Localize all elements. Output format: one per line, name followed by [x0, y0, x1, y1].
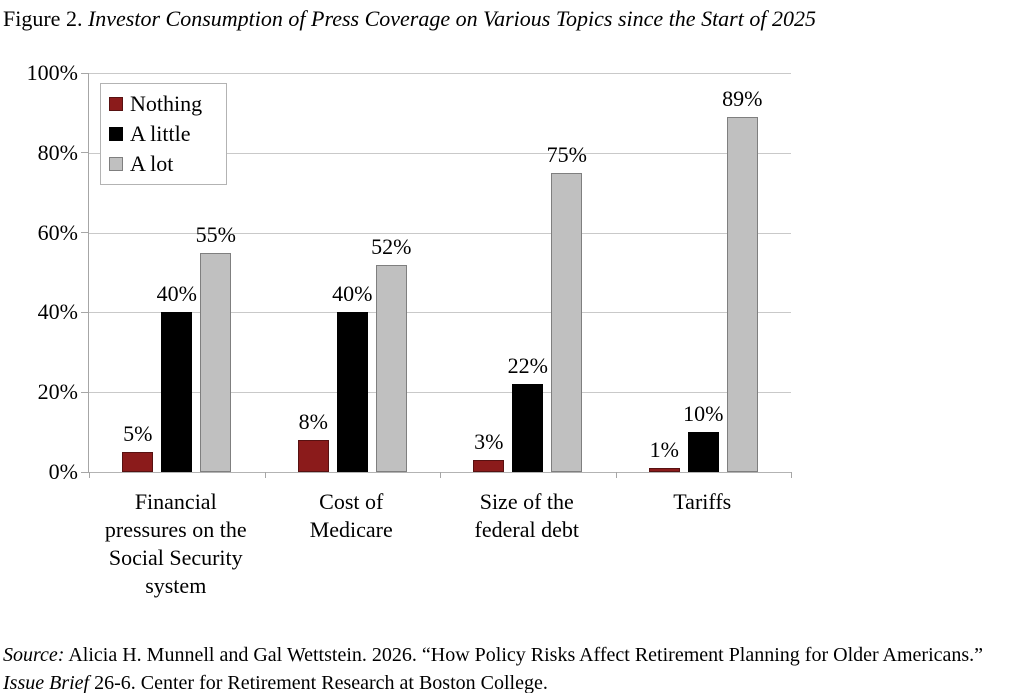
x-axis-tick	[265, 472, 266, 478]
bar-value-label: 89%	[722, 85, 763, 111]
y-axis-label: 80%	[37, 139, 78, 165]
bar-a-lot	[375, 264, 407, 472]
y-axis-tick	[81, 471, 89, 473]
category-label: Cost of Medicare	[309, 489, 393, 542]
bar-a-little	[687, 432, 719, 472]
y-axis-label: 60%	[37, 219, 78, 245]
source-text-2: 26-6. Center for Retirement Research at …	[89, 672, 548, 693]
legend-item-nothing: Nothing	[109, 89, 222, 119]
x-axis-tick	[440, 472, 441, 478]
x-axis-tick	[89, 472, 90, 478]
bar-nothing	[648, 468, 680, 472]
legend-item-a-lot: A lot	[109, 149, 222, 179]
figure-title-italic: Investor Consumption of Press Coverage o…	[87, 6, 816, 31]
bar-nothing	[297, 440, 329, 472]
bar-value-label: 3%	[474, 429, 504, 455]
y-axis-label: 40%	[37, 299, 78, 325]
category-label: Size of the federal debt	[474, 489, 579, 542]
gridline	[89, 312, 791, 314]
bar-value-label: 75%	[546, 141, 587, 167]
gridline	[89, 73, 791, 74]
gridline	[89, 392, 791, 394]
legend-item-a-little: A little	[109, 119, 222, 149]
x-axis-labels: Financial pressures on the Social Securi…	[88, 488, 790, 618]
source-text-1: Alicia H. Munnell and Gal Wettstein. 202…	[64, 644, 984, 666]
y-axis-label: 100%	[26, 60, 78, 85]
source-note: Source: Alicia H. Munnell and Gal Wettst…	[3, 641, 1009, 693]
bar-a-lot	[200, 252, 232, 472]
legend-swatch-nothing	[109, 97, 123, 111]
x-axis-tick	[616, 472, 617, 478]
bar-a-lot	[551, 172, 583, 472]
y-axis-label: 20%	[37, 379, 78, 405]
figure-title-prefix: Figure 2.	[3, 6, 88, 31]
bar-nothing	[473, 460, 505, 472]
bar-a-little	[161, 312, 193, 472]
bar-a-little	[336, 312, 368, 472]
y-axis: 0% 20% 40% 60% 80% 100%	[0, 60, 82, 484]
legend: Nothing A little A lot	[100, 83, 227, 185]
source-label: Source:	[3, 644, 65, 666]
y-axis-tick	[81, 232, 89, 234]
bar-value-label: 8%	[298, 409, 328, 435]
legend-swatch-a-little	[109, 127, 123, 141]
y-axis-tick	[81, 152, 89, 154]
bar-a-little	[512, 384, 544, 472]
y-axis-tick	[81, 72, 89, 74]
category-label: Financial pressures on the Social Securi…	[104, 489, 247, 598]
bar-nothing	[122, 452, 154, 472]
gridline	[89, 232, 791, 234]
y-axis-tick	[81, 391, 89, 393]
bar-value-label: 52%	[371, 233, 412, 259]
gridline	[89, 152, 791, 154]
bar-value-label: 40%	[156, 281, 197, 307]
legend-label-a-lot: A lot	[130, 151, 174, 176]
x-axis-tick	[791, 472, 792, 478]
legend-label-a-little: A little	[130, 121, 191, 146]
figure-title: Figure 2. Investor Consumption of Press …	[3, 6, 816, 32]
bar-a-lot	[726, 116, 758, 472]
bar-value-label: 22%	[507, 353, 548, 379]
bar-value-label: 55%	[195, 221, 236, 247]
source-issue-brief: Issue Brief	[3, 672, 90, 693]
y-axis-label: 0%	[48, 459, 78, 484]
legend-swatch-a-lot	[109, 157, 123, 171]
bar-value-label: 40%	[332, 281, 373, 307]
plot-area: 5% 40% 55% 8% 40% 52% 3% 22% 75% 1% 10% 89%	[81, 72, 792, 478]
bar-value-label: 1%	[649, 437, 679, 463]
bar-value-label: 10%	[683, 401, 724, 427]
y-axis-tick	[81, 311, 89, 313]
category-label: Tariffs	[673, 489, 732, 514]
bar-value-label: 5%	[123, 421, 153, 447]
legend-label-nothing: Nothing	[130, 91, 203, 116]
